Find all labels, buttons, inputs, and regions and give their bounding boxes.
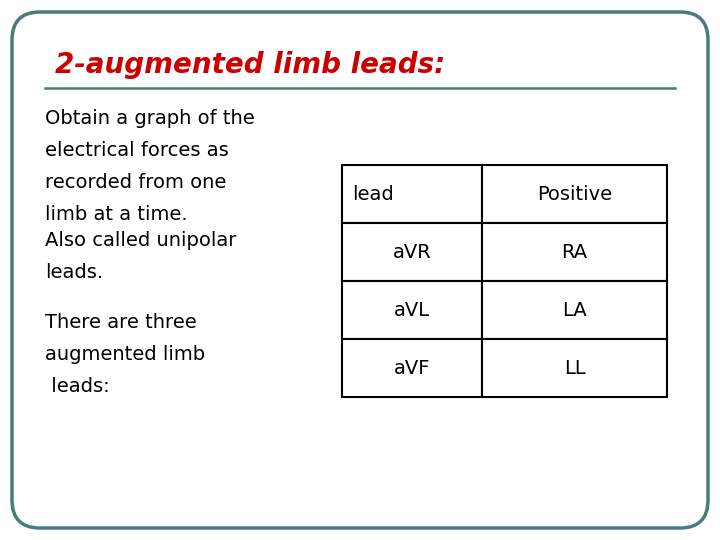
Bar [482, 281, 667, 339]
Text: Obtain a graph of the: Obtain a graph of the [45, 109, 255, 127]
Text: recorded from one: recorded from one [45, 172, 226, 192]
Bar [482, 339, 667, 397]
Text: electrical forces as: electrical forces as [45, 140, 229, 159]
Text: LA: LA [562, 300, 587, 320]
Text: leads:: leads: [45, 376, 109, 395]
FancyBboxPatch shape [12, 12, 708, 528]
Text: There are three: There are three [45, 313, 197, 332]
Bar [342, 223, 482, 281]
Bar [342, 165, 482, 223]
Text: limb at a time.: limb at a time. [45, 205, 188, 224]
Text: Positive: Positive [537, 185, 612, 204]
Text: aVL: aVL [394, 300, 430, 320]
Text: 2-augmented limb leads:: 2-augmented limb leads: [55, 51, 445, 79]
Bar [342, 339, 482, 397]
Text: aVR: aVR [392, 242, 431, 261]
Bar [342, 281, 482, 339]
Bar [482, 223, 667, 281]
Text: aVF: aVF [394, 359, 431, 377]
Text: Also called unipolar: Also called unipolar [45, 231, 236, 249]
Text: RA: RA [562, 242, 588, 261]
Text: lead: lead [352, 185, 394, 204]
Text: leads.: leads. [45, 262, 103, 281]
Text: LL: LL [564, 359, 585, 377]
Bar [482, 165, 667, 223]
Text: augmented limb: augmented limb [45, 345, 205, 363]
